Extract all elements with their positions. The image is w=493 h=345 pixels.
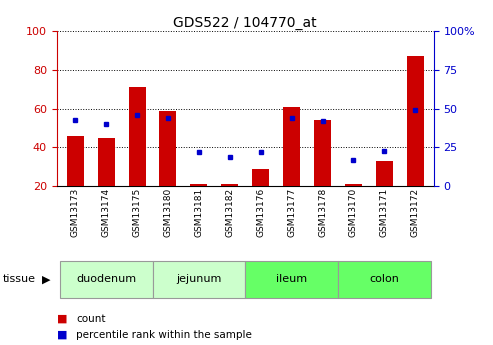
Bar [338,261,431,298]
Bar [129,87,145,186]
Text: duodenum: duodenum [76,275,136,284]
Text: percentile rank within the sample: percentile rank within the sample [76,330,252,339]
Bar [190,184,208,186]
Text: ■: ■ [57,314,67,324]
Text: GSM13182: GSM13182 [225,188,234,237]
Bar [314,120,331,186]
Text: ■: ■ [57,330,67,339]
Text: GSM13173: GSM13173 [70,188,80,237]
Text: GSM13177: GSM13177 [287,188,296,237]
Bar [152,261,246,298]
Text: GSM13180: GSM13180 [164,188,173,237]
Text: GSM13175: GSM13175 [133,188,141,237]
Bar [407,56,424,186]
Text: GSM13170: GSM13170 [349,188,358,237]
Text: GSM13176: GSM13176 [256,188,265,237]
Text: jejunum: jejunum [176,275,221,284]
Bar [159,111,176,186]
Title: GDS522 / 104770_at: GDS522 / 104770_at [174,16,317,30]
Text: GSM13172: GSM13172 [411,188,420,237]
Text: ▶: ▶ [41,275,50,284]
Bar [245,261,338,298]
Text: GSM13174: GSM13174 [102,188,110,237]
Bar [60,261,152,298]
Text: colon: colon [369,275,399,284]
Bar [67,136,84,186]
Text: count: count [76,314,106,324]
Bar [283,107,300,186]
Bar [252,169,269,186]
Bar [98,138,115,186]
Text: ileum: ileum [276,275,307,284]
Text: GSM13181: GSM13181 [194,188,204,237]
Text: GSM13171: GSM13171 [380,188,389,237]
Text: GSM13178: GSM13178 [318,188,327,237]
Bar [221,184,238,186]
Bar [345,184,362,186]
Text: tissue: tissue [2,275,35,284]
Bar [376,161,393,186]
